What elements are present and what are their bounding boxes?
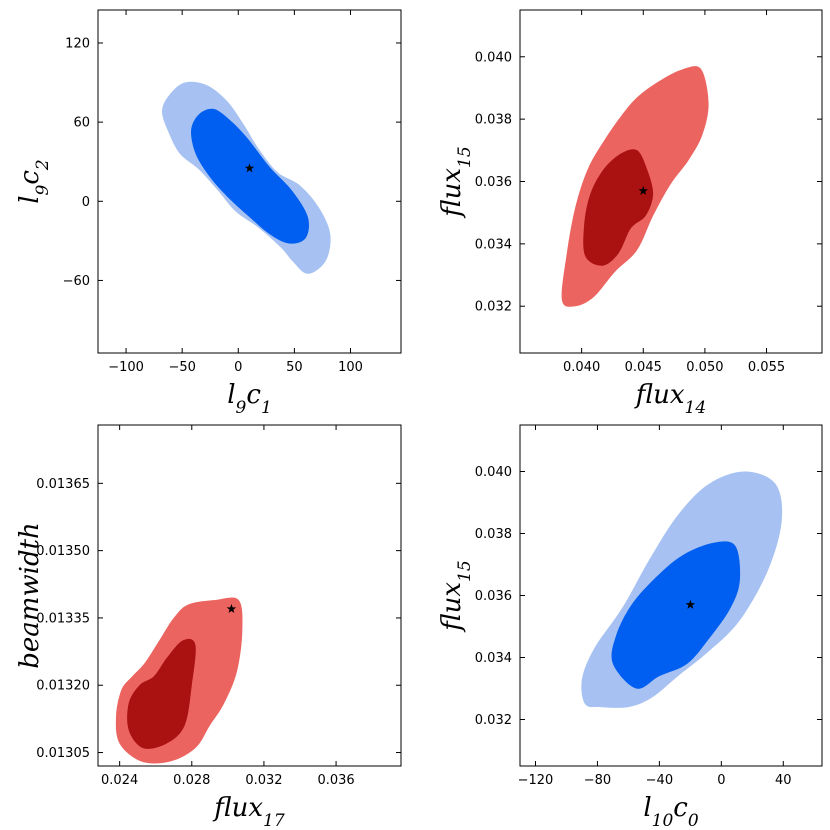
x-tick-label: 0.028 (173, 773, 210, 788)
x-tick-label: 0.036 (317, 773, 354, 788)
x-label-mid: c (673, 793, 688, 823)
y-tick-label: 0.040 (475, 465, 512, 480)
x-tick-label: 0.055 (748, 360, 785, 375)
y-tick-label: 0.038 (475, 527, 512, 542)
y-tick-label: 0 (82, 195, 90, 210)
y-tick-label: 0.01320 (36, 679, 90, 694)
y-tick-label: −60 (63, 274, 90, 289)
x-label-mid: c (246, 380, 261, 410)
y-label-base: flux (437, 168, 467, 219)
x-tick-label: −50 (168, 360, 195, 375)
x-tick-label: 40 (775, 773, 792, 788)
inner-credible-region (127, 638, 196, 749)
y-tick-label: 0.01365 (36, 477, 90, 492)
y-tick-label: 0.01305 (36, 746, 90, 761)
x-label-sub1: 17 (263, 811, 285, 830)
y-tick-label: 120 (65, 36, 90, 51)
y-label-sub2: 2 (33, 159, 53, 171)
y-tick-label: 0.034 (475, 651, 512, 666)
x-axis-label: l9c1 (227, 380, 272, 418)
x-tick-label: 50 (286, 360, 303, 375)
y-label-sub1: 15 (455, 560, 475, 582)
x-label-sub2: 1 (261, 398, 272, 418)
panel-l10c0-vs-flux15: −120 −80 −40 0 400.0320.0340.0360.0380.040l1… (437, 424, 823, 830)
axes-frame (97, 9, 402, 354)
y-tick-label: 0.036 (475, 175, 512, 190)
x-tick-label: 0.024 (101, 773, 138, 788)
inner-credible-region (611, 541, 741, 689)
y-tick-label: 0.032 (475, 300, 512, 315)
x-tick-label: −80 (584, 773, 611, 788)
y-axis-label: flux15 (437, 146, 475, 218)
x-tick-label: −100 (108, 360, 144, 375)
y-axis-label: l9c2 (15, 159, 53, 204)
x-tick-label: 0 (234, 360, 242, 375)
y-label-mid: c (15, 170, 45, 185)
y-tick-label: 0.040 (475, 50, 512, 65)
x-tick-label: 0 (717, 773, 725, 788)
y-tick-label: 60 (73, 116, 90, 131)
x-tick-label: −120 (518, 773, 554, 788)
y-tick-label: 0.01335 (36, 611, 90, 626)
x-label-base: flux (212, 793, 263, 823)
y-tick-label: 0.036 (475, 589, 512, 604)
x-label-sub2: 0 (688, 811, 699, 830)
x-axis-label: l10c0 (643, 793, 699, 830)
x-tick-label: 0.032 (245, 773, 282, 788)
x-tick-label: 0.050 (686, 360, 723, 375)
x-axis-label: flux17 (212, 793, 285, 830)
y-axis-label: flux15 (437, 560, 475, 632)
x-label-base: l (643, 793, 651, 823)
panel-flux14-vs-flux15: 0.040 0.045 0.050 0.055 0.032 0.034 0.036 0.038… (437, 9, 823, 418)
y-label-sub1: 15 (455, 146, 475, 168)
x-axis-label: flux14 (634, 380, 706, 418)
true-value-star-marker (244, 163, 255, 173)
x-label-base: flux (634, 380, 685, 410)
x-label-sub1: 10 (652, 811, 674, 830)
panel-flux17-vs-beamwidth: 0.024 0.028 0.032 0.036 0.01305 0.01320 0.0133… (15, 424, 402, 830)
true-value-star-marker (685, 599, 696, 609)
y-axis-label: beamwidth (15, 522, 45, 669)
y-label-base: l (15, 195, 45, 203)
y-label-sub1: 9 (33, 184, 53, 195)
x-label-sub1: 9 (236, 398, 247, 418)
x-label-sub1: 14 (685, 398, 707, 418)
x-tick-label: 100 (338, 360, 363, 375)
x-tick-label: −40 (646, 773, 673, 788)
true-value-star-marker (638, 185, 649, 195)
axes-frame (97, 424, 402, 767)
y-label-base: flux (437, 582, 467, 633)
inner-credible-region (191, 108, 309, 244)
y-tick-label: 0.032 (475, 713, 512, 728)
true-value-star-marker (226, 603, 237, 614)
inner-credible-region (583, 149, 654, 266)
y-label-base: beamwidth (15, 522, 45, 669)
x-label-base: l (227, 380, 235, 410)
y-tick-label: 0.01350 (36, 544, 90, 559)
y-tick-label: 0.038 (475, 113, 512, 128)
x-tick-label: 0.040 (563, 360, 600, 375)
y-tick-label: 0.034 (475, 237, 512, 252)
x-tick-label: 0.045 (625, 360, 662, 375)
